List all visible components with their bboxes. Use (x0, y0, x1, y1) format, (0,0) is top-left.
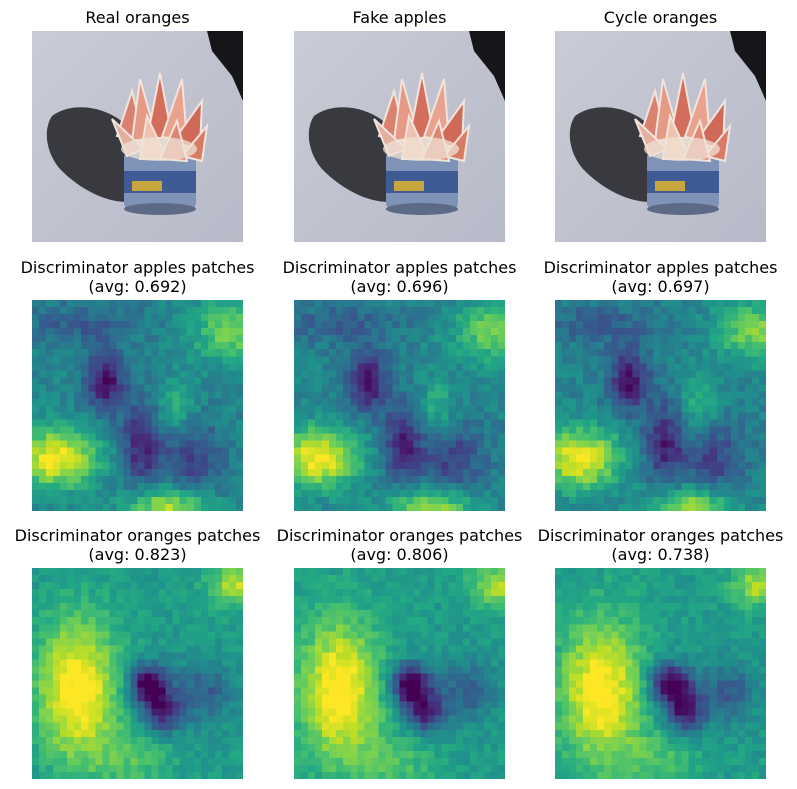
real-oranges-photo (32, 31, 243, 242)
oranges-patch-heatmap (32, 568, 243, 779)
panel-title: Discriminator oranges patches (avg: 0.80… (254, 526, 545, 564)
panel-title: Discriminator apples patches (avg: 0.692… (0, 258, 283, 296)
panel-title: Fake apples (352, 8, 447, 27)
avg-score: (avg: 0.806) (350, 545, 449, 564)
panel-title: Cycle oranges (603, 8, 718, 27)
avg-score: (avg: 0.692) (88, 277, 187, 296)
oranges-patch-heatmap (555, 568, 766, 779)
fake-apples-photo (294, 31, 505, 242)
apples-patch-heatmap (294, 300, 505, 511)
panel-title: Discriminator apples patches (avg: 0.697… (515, 258, 797, 296)
panel-title: Discriminator oranges patches (avg: 0.73… (515, 526, 797, 564)
avg-score: (avg: 0.697) (611, 277, 710, 296)
apples-patch-heatmap (32, 300, 243, 511)
avg-score: (avg: 0.823) (88, 545, 187, 564)
oranges-patch-heatmap (294, 568, 505, 779)
panel-title: Real oranges (85, 8, 190, 27)
avg-score: (avg: 0.738) (611, 545, 710, 564)
apples-patch-heatmap (555, 300, 766, 511)
cycle-oranges-photo (555, 31, 766, 242)
panel-title: Discriminator oranges patches (avg: 0.82… (0, 526, 283, 564)
avg-score: (avg: 0.696) (350, 277, 449, 296)
panel-title: Discriminator apples patches (avg: 0.696… (254, 258, 545, 296)
